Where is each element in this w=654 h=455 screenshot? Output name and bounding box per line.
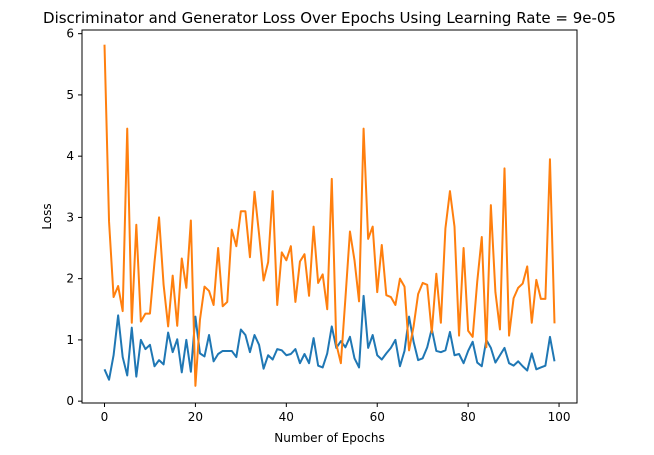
y-tick-label: 4 bbox=[66, 149, 74, 163]
y-tick-label: 5 bbox=[66, 88, 74, 102]
axes-frame bbox=[81, 29, 578, 404]
y-tick-label: 1 bbox=[66, 333, 74, 347]
plot-lines bbox=[103, 44, 556, 387]
series-line-2 bbox=[103, 44, 556, 387]
x-tick-label: 40 bbox=[279, 410, 294, 424]
series-line-1 bbox=[103, 294, 556, 381]
x-tick-label: 100 bbox=[548, 410, 571, 424]
y-tick-label: 6 bbox=[66, 27, 74, 41]
x-tick-label: 20 bbox=[188, 410, 203, 424]
y-tick-label: 0 bbox=[66, 394, 74, 408]
x-tick-label: 60 bbox=[370, 410, 385, 424]
x-tick-label: 80 bbox=[460, 410, 475, 424]
x-axis-label: Number of Epochs bbox=[274, 431, 384, 445]
y-tick-label: 3 bbox=[66, 210, 74, 224]
y-axis-label: Loss bbox=[40, 203, 54, 229]
y-axis-ticks: 0 1 2 3 4 5 6 bbox=[66, 27, 82, 408]
chart-title: Discriminator and Generator Loss Over Ep… bbox=[43, 9, 616, 27]
y-tick-label: 2 bbox=[66, 272, 74, 286]
x-tick-label: 0 bbox=[101, 410, 109, 424]
x-axis-ticks: 0 20 40 60 80 100 bbox=[101, 403, 571, 424]
